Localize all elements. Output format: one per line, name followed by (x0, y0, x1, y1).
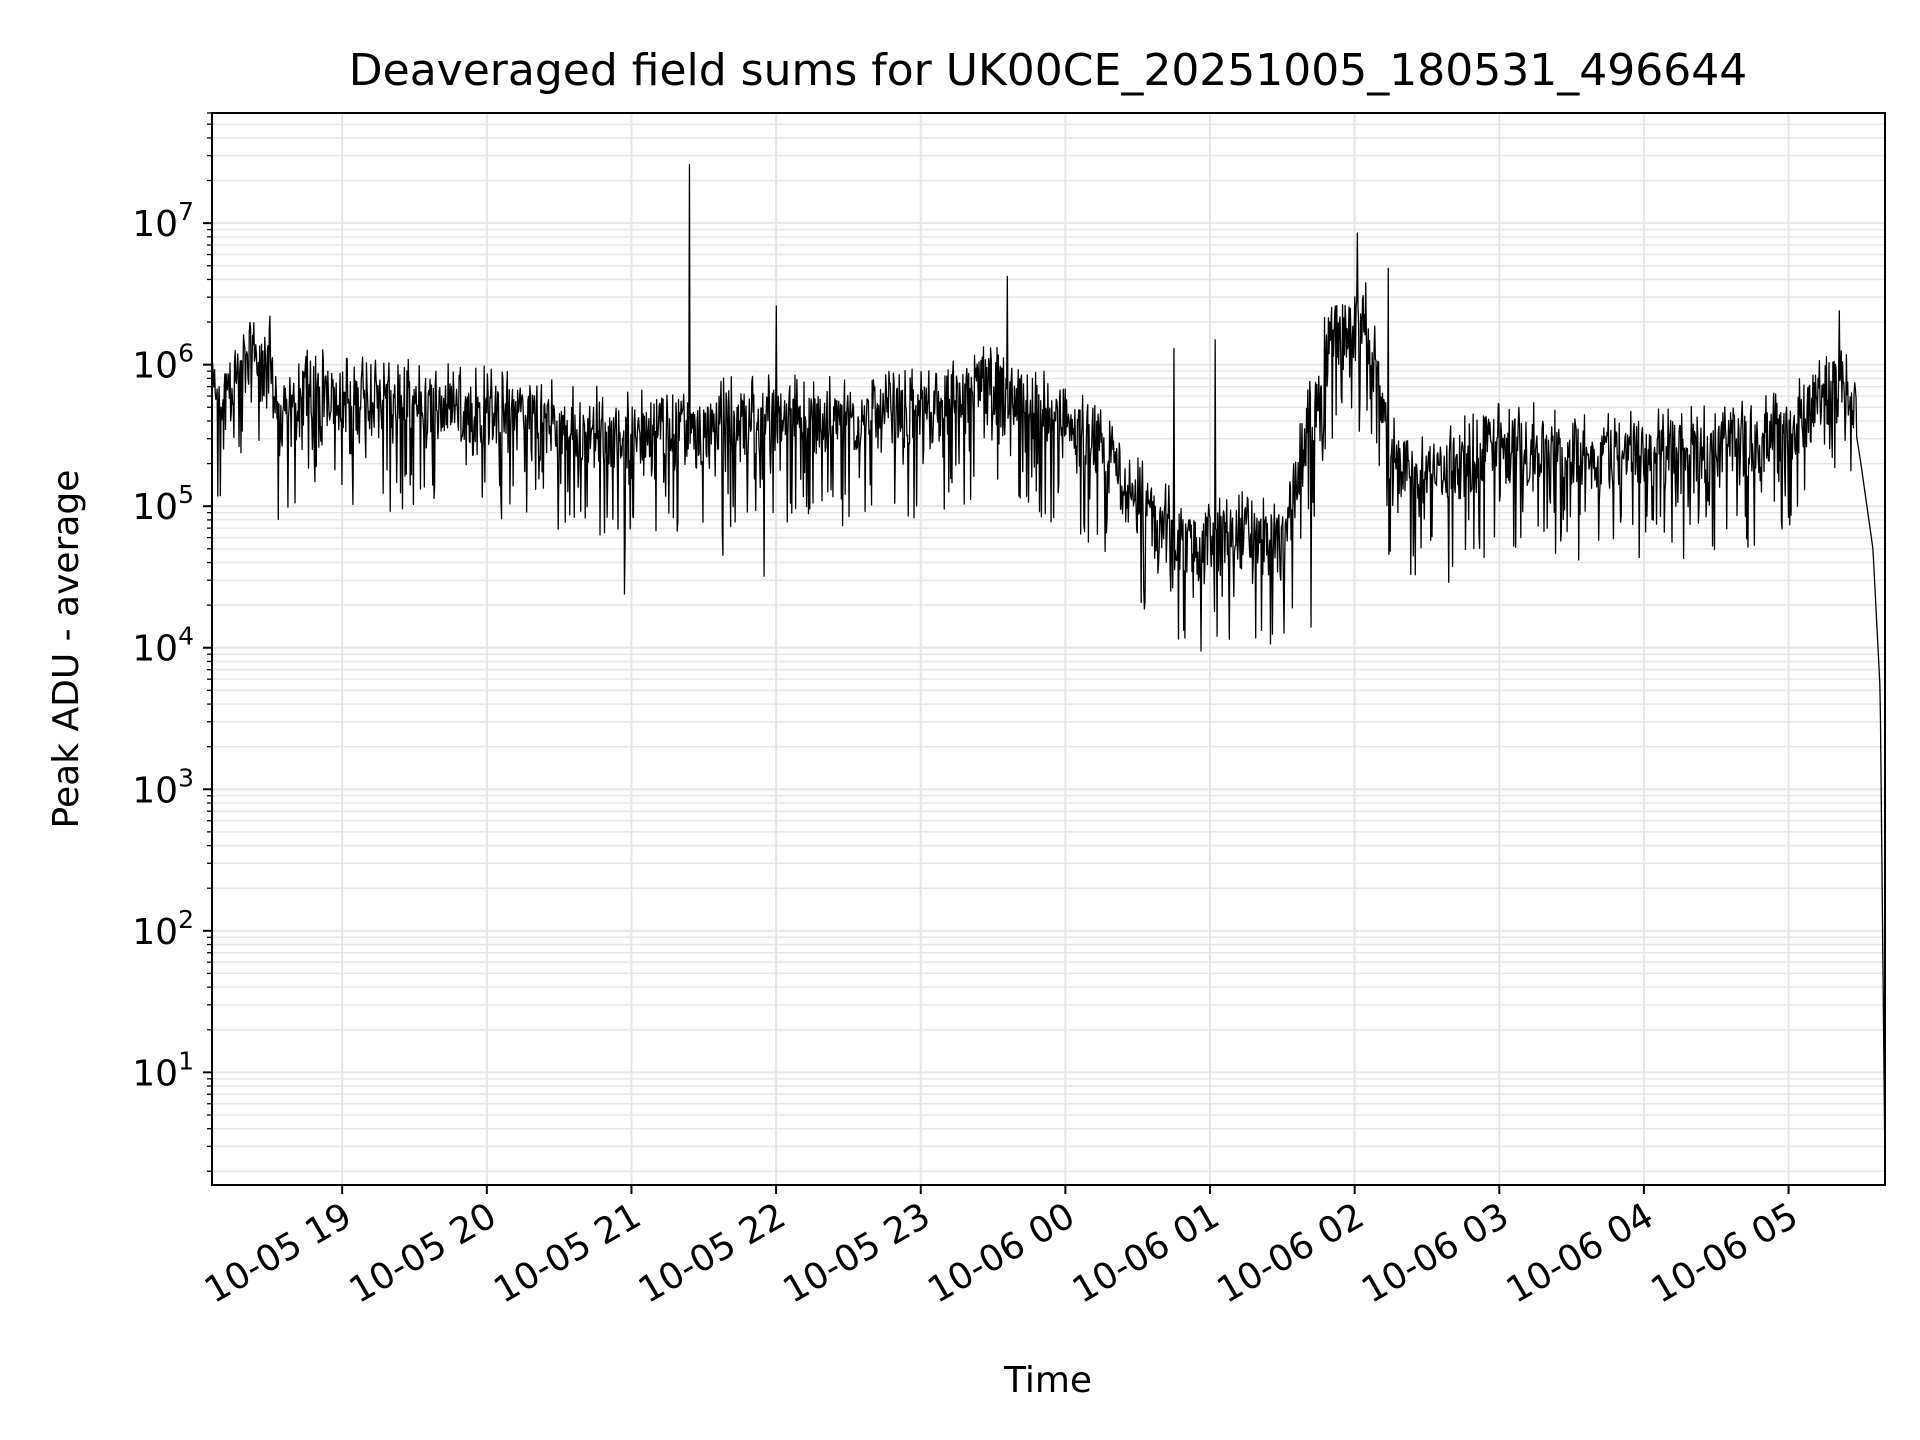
plot-area (212, 163, 1885, 1172)
y-tick-label: 106 (132, 339, 194, 387)
y-tick-label: 105 (132, 480, 194, 528)
chart-title: Deaveraged field sums for UK00CE_2025100… (349, 45, 1747, 96)
y-axis-label: Peak ADU - average (46, 470, 87, 829)
grid (212, 112, 1885, 1185)
y-axis: 101 102 103 104 105 106 107 (132, 112, 212, 1172)
y-tick-label: 101 (132, 1046, 194, 1094)
series-line (212, 163, 1885, 1172)
y-tick-label: 103 (132, 763, 194, 811)
y-tick-label: 104 (132, 622, 194, 670)
x-axis-label: Time (1003, 1360, 1092, 1401)
plot-frame (211, 112, 1886, 1186)
y-tick-label: 102 (132, 905, 194, 953)
y-tick-label: 107 (132, 197, 194, 245)
